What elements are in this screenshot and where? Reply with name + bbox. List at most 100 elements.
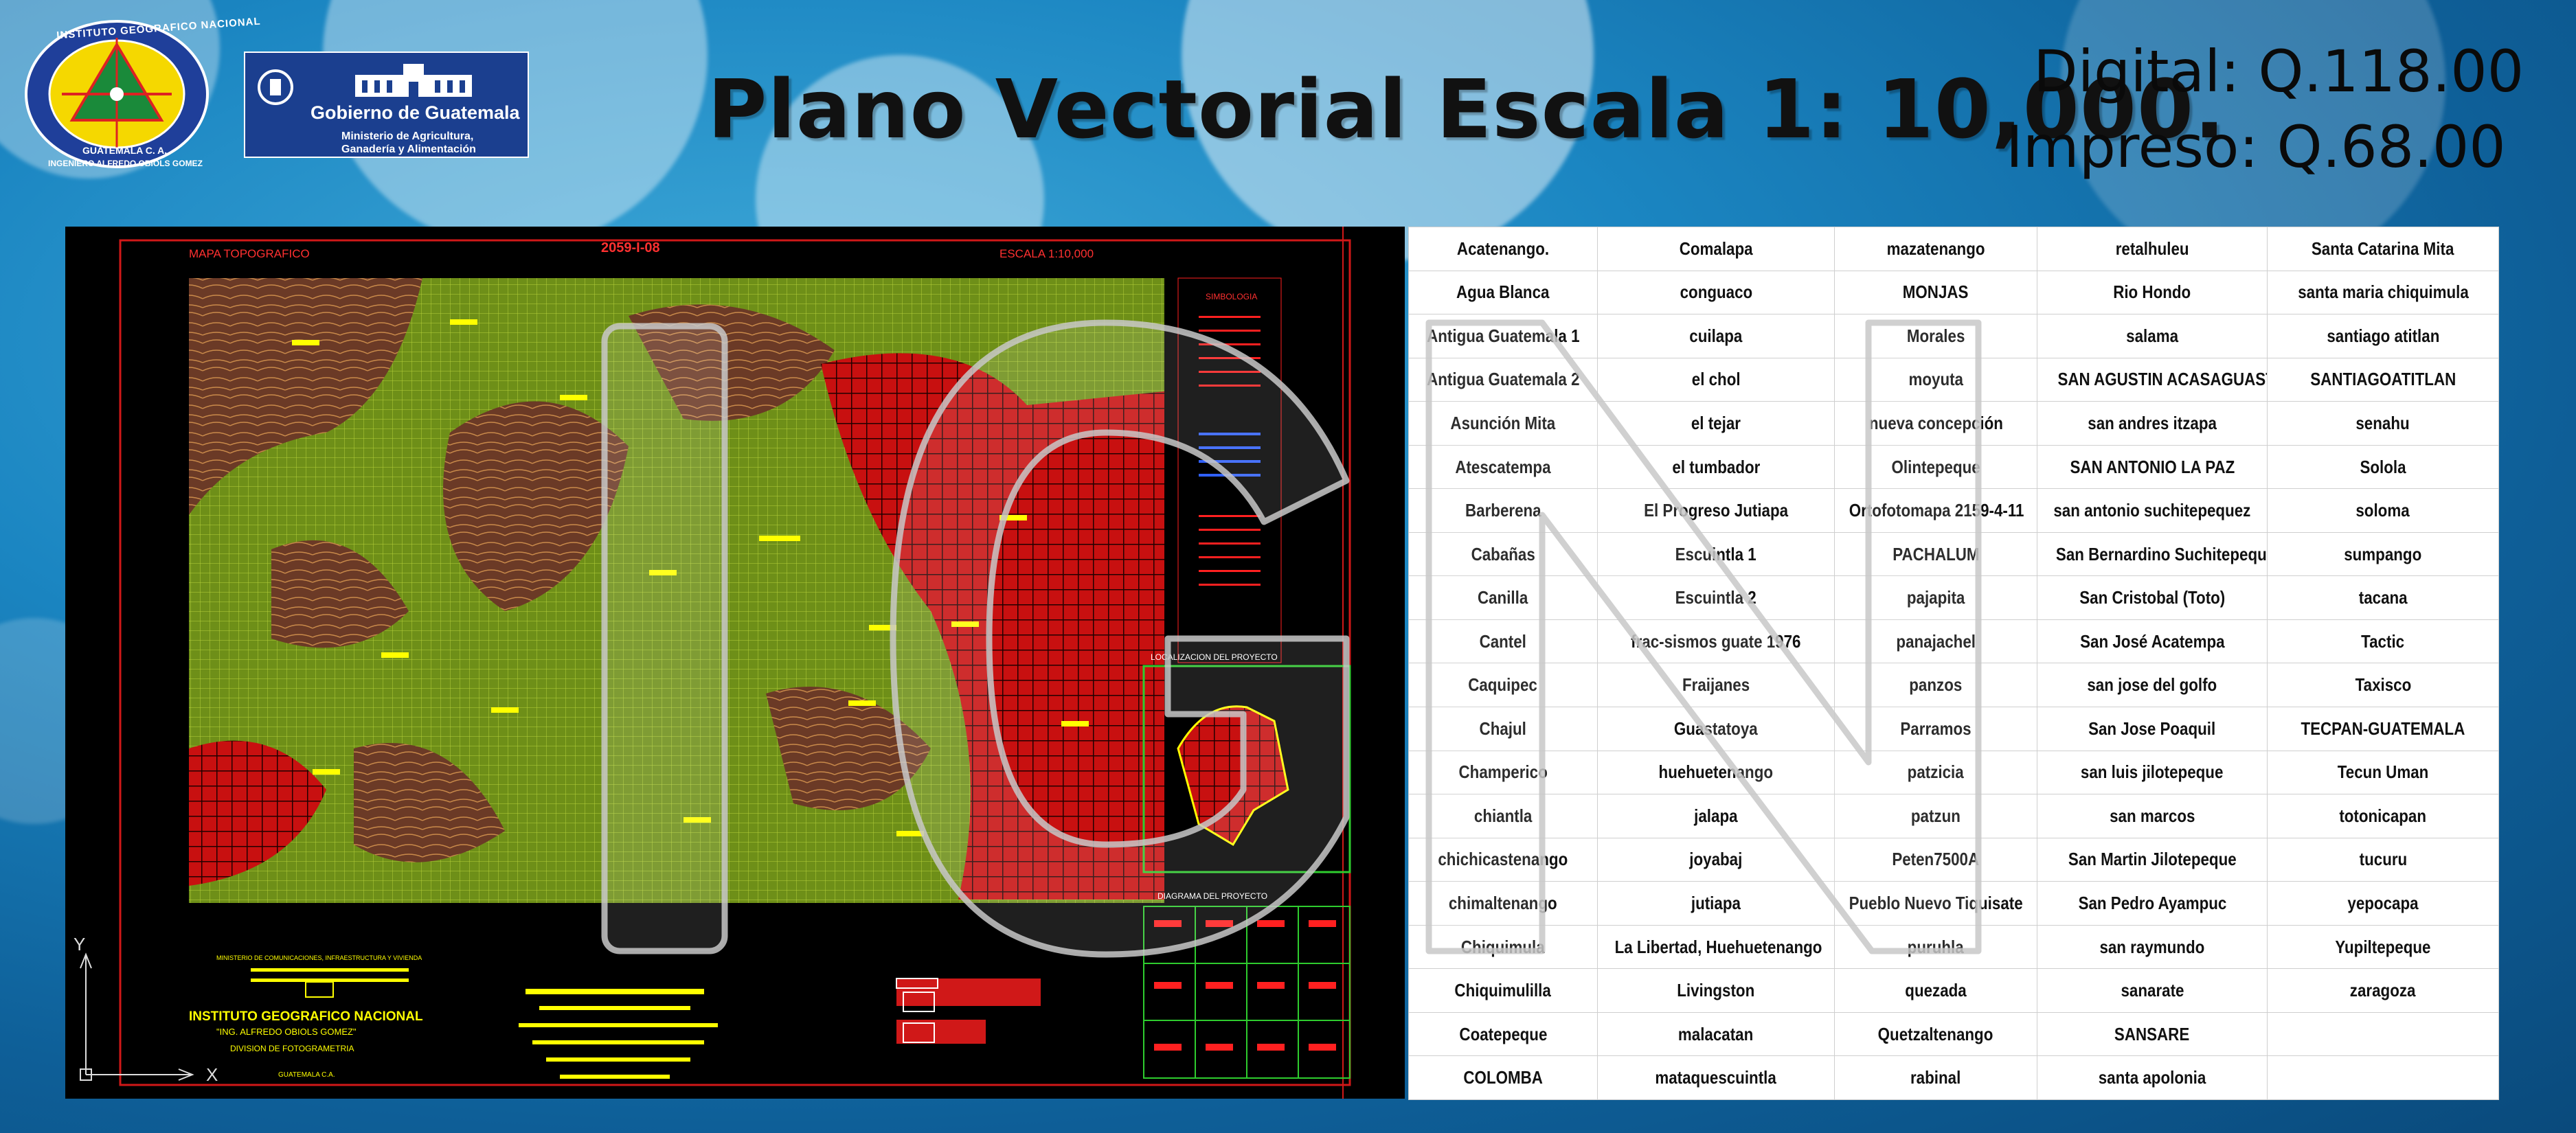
place-cell[interactable]: TECPAN-GUATEMALA — [2267, 707, 2499, 751]
place-cell[interactable]: Asunción Mita — [1408, 401, 1598, 446]
place-cell[interactable]: Santa Catarina Mita — [2267, 227, 2499, 271]
place-cell[interactable]: Parramos — [1834, 707, 2037, 751]
place-cell[interactable]: jalapa — [1597, 794, 1835, 838]
place-cell[interactable]: San Pedro Ayampuc — [2037, 881, 2268, 926]
place-cell[interactable]: Cabañas — [1408, 531, 1598, 577]
place-cell[interactable]: Caquipec — [1408, 663, 1598, 708]
place-cell[interactable]: san andres itzapa — [2037, 401, 2268, 446]
place-cell[interactable]: Canilla — [1408, 575, 1598, 620]
place-cell[interactable] — [2267, 1055, 2499, 1100]
place-cell[interactable]: Escuintla 1 — [1597, 531, 1835, 577]
place-cell[interactable]: san jose del golfo — [2037, 663, 2268, 708]
place-cell[interactable]: zaragoza — [2267, 968, 2499, 1013]
place-cell[interactable]: PACHALUM — [1834, 531, 2037, 577]
place-cell[interactable]: Comalapa — [1597, 227, 1835, 271]
place-cell[interactable]: Rio Hondo — [2037, 270, 2268, 315]
place-cell[interactable]: Peten7500A — [1834, 837, 2037, 882]
place-cell[interactable]: Fraijanes — [1597, 663, 1835, 708]
place-cell[interactable]: puruhla — [1834, 924, 2037, 970]
place-cell[interactable]: tucuru — [2267, 837, 2499, 882]
place-cell[interactable]: tacana — [2267, 575, 2499, 620]
place-cell[interactable]: el tejar — [1597, 401, 1835, 446]
place-cell[interactable]: yepocapa — [2267, 881, 2499, 926]
place-cell[interactable]: San Bernardino Suchitepequez — [2037, 531, 2268, 577]
place-cell[interactable]: Barberena — [1408, 488, 1598, 533]
place-cell[interactable]: Taxisco — [2267, 663, 2499, 708]
place-cell[interactable]: SAN ANTONIO LA PAZ — [2037, 444, 2268, 490]
place-cell[interactable]: panajachel — [1834, 619, 2037, 664]
place-cell[interactable]: retalhuleu — [2037, 227, 2268, 271]
place-cell[interactable]: San Martin Jilotepeque — [2037, 837, 2268, 882]
place-cell[interactable]: MONJAS — [1834, 270, 2037, 315]
place-cell[interactable]: Livingston — [1597, 968, 1835, 1013]
place-cell[interactable]: sanarate — [2037, 968, 2268, 1013]
place-cell[interactable]: san antonio suchitepequez — [2037, 488, 2268, 533]
place-cell[interactable]: pajapita — [1834, 575, 2037, 620]
place-cell[interactable]: soloma — [2267, 488, 2499, 533]
place-cell[interactable]: sumpango — [2267, 531, 2499, 577]
place-cell[interactable]: san raymundo — [2037, 924, 2268, 970]
place-cell[interactable]: Guastatoya — [1597, 707, 1835, 751]
place-cell[interactable]: Champerico — [1408, 750, 1598, 795]
place-cell[interactable]: Solola — [2267, 444, 2499, 490]
place-cell[interactable]: jutiapa — [1597, 881, 1835, 926]
place-cell[interactable]: Cantel — [1408, 619, 1598, 664]
place-cell[interactable]: frac-sismos guate 1976 — [1597, 619, 1835, 664]
place-cell[interactable]: Agua Blanca — [1408, 270, 1598, 315]
place-cell[interactable]: Tecun Uman — [2267, 750, 2499, 795]
place-cell[interactable]: el tumbador — [1597, 444, 1835, 490]
place-cell[interactable]: rabinal — [1834, 1055, 2037, 1100]
place-cell[interactable]: huehuetenango — [1597, 750, 1835, 795]
place-cell[interactable]: santiago atitlan — [2267, 314, 2499, 358]
place-cell[interactable]: el chol — [1597, 357, 1835, 402]
place-cell[interactable]: SAN AGUSTIN ACASAGUASTLAN — [2037, 357, 2268, 402]
place-cell[interactable]: Tactic — [2267, 619, 2499, 664]
place-cell[interactable]: mazatenango — [1834, 227, 2037, 271]
place-cell[interactable]: panzos — [1834, 663, 2037, 708]
place-cell[interactable]: totonicapan — [2267, 794, 2499, 838]
place-cell[interactable]: San José Acatempa — [2037, 619, 2268, 664]
place-cell[interactable]: Quetzaltenango — [1834, 1011, 2037, 1057]
place-cell[interactable]: moyuta — [1834, 357, 2037, 402]
place-cell[interactable]: SANSARE — [2037, 1011, 2268, 1057]
place-cell[interactable]: patzun — [1834, 794, 2037, 838]
place-cell[interactable]: joyabaj — [1597, 837, 1835, 882]
place-cell[interactable]: Chajul — [1408, 707, 1598, 751]
place-cell[interactable]: santa maria chiquimula — [2267, 270, 2499, 315]
place-cell[interactable]: Pueblo Nuevo Tiquisate — [1834, 881, 2037, 926]
place-cell[interactable]: Yupiltepeque — [2267, 924, 2499, 970]
place-cell[interactable]: Coatepeque — [1408, 1011, 1598, 1057]
place-cell[interactable]: Antigua Guatemala 1 — [1408, 314, 1598, 358]
place-cell[interactable]: patzicia — [1834, 750, 2037, 795]
place-cell[interactable]: La Libertad, Huehuetenango — [1597, 924, 1835, 970]
place-cell[interactable]: SANTIAGOATITLAN — [2267, 357, 2499, 402]
place-cell[interactable]: Atescatempa — [1408, 444, 1598, 490]
place-cell[interactable]: El Progreso Jutiapa — [1597, 488, 1835, 533]
place-cell[interactable]: salama — [2037, 314, 2268, 358]
place-cell[interactable]: San Jose Poaquil — [2037, 707, 2268, 751]
place-cell[interactable]: senahu — [2267, 401, 2499, 446]
place-cell[interactable]: COLOMBA — [1408, 1055, 1598, 1100]
place-cell[interactable]: san luis jilotepeque — [2037, 750, 2268, 795]
place-cell[interactable]: Antigua Guatemala 2 — [1408, 357, 1598, 402]
place-cell[interactable]: chimaltenango — [1408, 881, 1598, 926]
place-cell[interactable]: Ortofotomapa 2159-4-11 — [1834, 488, 2037, 533]
place-cell[interactable]: Escuintla 2 — [1597, 575, 1835, 620]
place-cell[interactable]: chichicastenango — [1408, 837, 1598, 882]
place-cell[interactable]: nueva concepción — [1834, 401, 2037, 446]
place-cell[interactable]: Chiquimulilla — [1408, 968, 1598, 1013]
place-cell[interactable] — [2267, 1011, 2499, 1057]
place-cell[interactable]: cuilapa — [1597, 314, 1835, 358]
place-cell[interactable]: san marcos — [2037, 794, 2268, 838]
place-cell[interactable]: San Cristobal (Toto) — [2037, 575, 2268, 620]
place-cell[interactable]: Morales — [1834, 314, 2037, 358]
place-cell[interactable]: chiantla — [1408, 794, 1598, 838]
place-cell[interactable]: malacatan — [1597, 1011, 1835, 1057]
place-cell[interactable]: Chiquimula — [1408, 924, 1598, 970]
place-cell[interactable]: quezada — [1834, 968, 2037, 1013]
place-cell[interactable]: Acatenango. — [1408, 227, 1598, 271]
place-cell[interactable]: mataquescuintla — [1597, 1055, 1835, 1100]
place-cell[interactable]: Olintepeque — [1834, 444, 2037, 490]
place-cell[interactable]: santa apolonia — [2037, 1055, 2268, 1100]
place-cell[interactable]: conguaco — [1597, 270, 1835, 315]
